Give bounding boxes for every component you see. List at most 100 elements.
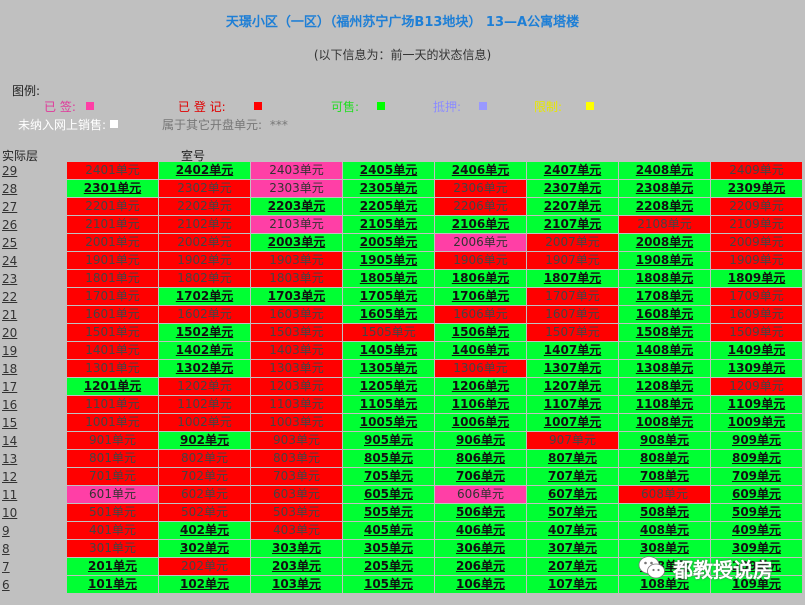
unit-cell[interactable]: 2007单元 xyxy=(527,234,618,251)
floor-label[interactable]: 14 xyxy=(2,434,18,448)
unit-cell[interactable]: 402单元 xyxy=(159,522,250,539)
unit-cell[interactable]: 1509单元 xyxy=(711,324,802,341)
floor-label[interactable]: 20 xyxy=(2,326,18,340)
unit-cell[interactable]: 102单元 xyxy=(159,576,250,593)
floor-label[interactable]: 27 xyxy=(2,200,18,214)
unit-cell[interactable]: 106单元 xyxy=(435,576,526,593)
unit-cell[interactable]: 1305单元 xyxy=(343,360,434,377)
unit-cell[interactable]: 1802单元 xyxy=(159,270,250,287)
unit-cell[interactable]: 1402单元 xyxy=(159,342,250,359)
unit-cell[interactable]: 407单元 xyxy=(527,522,618,539)
unit-cell[interactable]: 2205单元 xyxy=(343,198,434,215)
floor-label[interactable]: 28 xyxy=(2,182,18,196)
unit-cell[interactable]: 1002单元 xyxy=(159,414,250,431)
unit-cell[interactable]: 405单元 xyxy=(343,522,434,539)
unit-cell[interactable]: 1208单元 xyxy=(619,378,710,395)
unit-cell[interactable]: 2002单元 xyxy=(159,234,250,251)
unit-cell[interactable]: 1209单元 xyxy=(711,378,802,395)
unit-cell[interactable]: 1907单元 xyxy=(527,252,618,269)
unit-cell[interactable]: 605单元 xyxy=(343,486,434,503)
unit-cell[interactable]: 1501单元 xyxy=(67,324,158,341)
unit-cell[interactable]: 1006单元 xyxy=(435,414,526,431)
unit-cell[interactable]: 2302单元 xyxy=(159,180,250,197)
unit-cell[interactable]: 607单元 xyxy=(527,486,618,503)
unit-cell[interactable]: 1003单元 xyxy=(251,414,342,431)
unit-cell[interactable]: 1409单元 xyxy=(711,342,802,359)
unit-cell[interactable]: 401单元 xyxy=(67,522,158,539)
unit-cell[interactable]: 1107单元 xyxy=(527,396,618,413)
unit-cell[interactable]: 209单元 xyxy=(711,558,802,575)
unit-cell[interactable]: 1506单元 xyxy=(435,324,526,341)
unit-cell[interactable]: 2109单元 xyxy=(711,216,802,233)
floor-label[interactable]: 10 xyxy=(2,506,18,520)
unit-cell[interactable]: 1801单元 xyxy=(67,270,158,287)
unit-cell[interactable]: 501单元 xyxy=(67,504,158,521)
unit-cell[interactable]: 909单元 xyxy=(711,432,802,449)
unit-cell[interactable]: 2403单元 xyxy=(251,162,342,179)
unit-cell[interactable]: 1908单元 xyxy=(619,252,710,269)
unit-cell[interactable]: 107单元 xyxy=(527,576,618,593)
unit-cell[interactable]: 2006单元 xyxy=(435,234,526,251)
unit-cell[interactable]: 1609单元 xyxy=(711,306,802,323)
unit-cell[interactable]: 2208单元 xyxy=(619,198,710,215)
unit-cell[interactable]: 1803单元 xyxy=(251,270,342,287)
unit-cell[interactable]: 609单元 xyxy=(711,486,802,503)
unit-cell[interactable]: 2408单元 xyxy=(619,162,710,179)
unit-cell[interactable]: 1009单元 xyxy=(711,414,802,431)
unit-cell[interactable]: 1505单元 xyxy=(343,324,434,341)
unit-cell[interactable]: 1405单元 xyxy=(343,342,434,359)
unit-cell[interactable]: 303单元 xyxy=(251,540,342,557)
unit-cell[interactable]: 206单元 xyxy=(435,558,526,575)
unit-cell[interactable]: 1708单元 xyxy=(619,288,710,305)
unit-cell[interactable]: 801单元 xyxy=(67,450,158,467)
unit-cell[interactable]: 103单元 xyxy=(251,576,342,593)
unit-cell[interactable]: 403单元 xyxy=(251,522,342,539)
floor-label[interactable]: 15 xyxy=(2,416,18,430)
unit-cell[interactable]: 2407单元 xyxy=(527,162,618,179)
unit-cell[interactable]: 901单元 xyxy=(67,432,158,449)
unit-cell[interactable]: 508单元 xyxy=(619,504,710,521)
unit-cell[interactable]: 706单元 xyxy=(435,468,526,485)
unit-cell[interactable]: 1507单元 xyxy=(527,324,618,341)
unit-cell[interactable]: 307单元 xyxy=(527,540,618,557)
floor-label[interactable]: 23 xyxy=(2,272,18,286)
unit-cell[interactable]: 2203单元 xyxy=(251,198,342,215)
floor-label[interactable]: 22 xyxy=(2,290,18,304)
unit-cell[interactable]: 2405单元 xyxy=(343,162,434,179)
unit-cell[interactable]: 1406单元 xyxy=(435,342,526,359)
floor-label[interactable]: 16 xyxy=(2,398,18,412)
unit-cell[interactable]: 2303单元 xyxy=(251,180,342,197)
unit-cell[interactable]: 908单元 xyxy=(619,432,710,449)
unit-cell[interactable]: 1703单元 xyxy=(251,288,342,305)
unit-cell[interactable]: 1105单元 xyxy=(343,396,434,413)
unit-cell[interactable]: 502单元 xyxy=(159,504,250,521)
unit-cell[interactable]: 1909单元 xyxy=(711,252,802,269)
unit-cell[interactable]: 1301单元 xyxy=(67,360,158,377)
unit-cell[interactable]: 1401单元 xyxy=(67,342,158,359)
unit-cell[interactable]: 1903单元 xyxy=(251,252,342,269)
unit-cell[interactable]: 808单元 xyxy=(619,450,710,467)
floor-label[interactable]: 7 xyxy=(2,560,10,574)
floor-label[interactable]: 6 xyxy=(2,578,10,592)
unit-cell[interactable]: 701单元 xyxy=(67,468,158,485)
unit-cell[interactable]: 1202单元 xyxy=(159,378,250,395)
unit-cell[interactable]: 2409单元 xyxy=(711,162,802,179)
unit-cell[interactable]: 1008单元 xyxy=(619,414,710,431)
unit-cell[interactable]: 108单元 xyxy=(619,576,710,593)
unit-cell[interactable]: 2309单元 xyxy=(711,180,802,197)
unit-cell[interactable]: 903单元 xyxy=(251,432,342,449)
unit-cell[interactable]: 308单元 xyxy=(619,540,710,557)
unit-cell[interactable]: 1605单元 xyxy=(343,306,434,323)
floor-label[interactable]: 8 xyxy=(2,542,10,556)
unit-cell[interactable]: 1407单元 xyxy=(527,342,618,359)
unit-cell[interactable]: 2206单元 xyxy=(435,198,526,215)
unit-cell[interactable]: 1303单元 xyxy=(251,360,342,377)
unit-cell[interactable]: 1602单元 xyxy=(159,306,250,323)
unit-cell[interactable]: 2105单元 xyxy=(343,216,434,233)
unit-cell[interactable]: 1607单元 xyxy=(527,306,618,323)
unit-cell[interactable]: 1103单元 xyxy=(251,396,342,413)
floor-label[interactable]: 29 xyxy=(2,164,18,178)
unit-cell[interactable]: 803单元 xyxy=(251,450,342,467)
unit-cell[interactable]: 1809单元 xyxy=(711,270,802,287)
floor-label[interactable]: 12 xyxy=(2,470,18,484)
